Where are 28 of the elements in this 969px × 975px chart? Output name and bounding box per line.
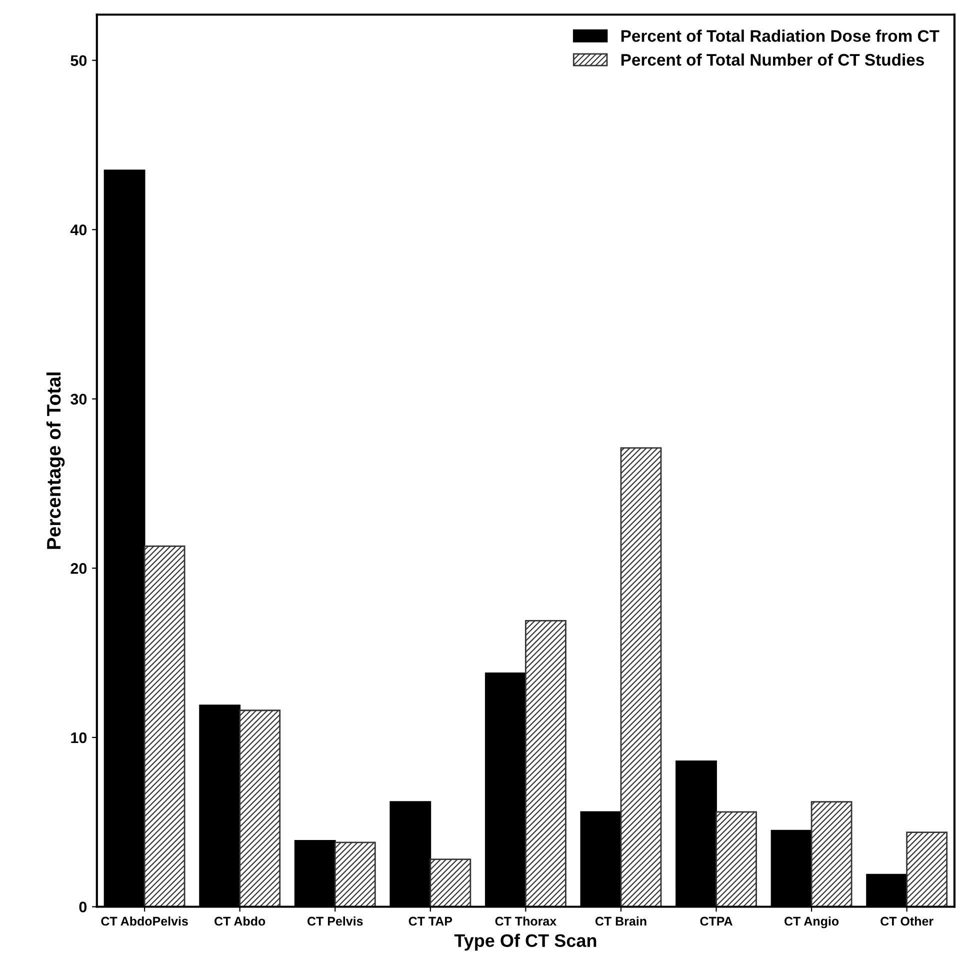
y-tick-label: 40 (70, 224, 87, 236)
y-axis-title: Percentage of Total (46, 372, 65, 549)
y-tick-label: 20 (70, 563, 87, 574)
x-tick-label: CTPA (700, 916, 732, 926)
bar (524, 620, 566, 907)
x-tick-label: CT Pelvis (307, 916, 363, 926)
y-tick-label: 10 (71, 732, 87, 744)
x-tick-label: CT Angio (784, 916, 839, 928)
x-tick-label: CT TAP (408, 916, 452, 926)
bar (906, 832, 948, 907)
legend-label: Percent of Total Radiation Dose from CT (621, 30, 940, 42)
y-tick-label: 50 (70, 55, 87, 66)
y-tick-label: 0 (79, 902, 87, 912)
x-tick-label: CT Other (880, 916, 934, 926)
x-tick-label: CT Thorax (495, 916, 556, 926)
bar (716, 811, 757, 907)
x-axis-title: Type Of CT Scan (454, 934, 596, 951)
x-tick-label: CT Brain (595, 916, 646, 926)
bar (810, 801, 852, 907)
bar (144, 545, 186, 907)
bar (239, 710, 281, 907)
x-tick-label: CT AbdoPelvis (101, 916, 188, 926)
bar (334, 842, 376, 907)
y-tick-label: 30 (70, 394, 87, 405)
bar (620, 447, 662, 907)
legend-label: Percent of Total Number of CT Studies (621, 53, 924, 66)
bar (430, 858, 472, 907)
x-tick-label: CT Abdo (214, 916, 266, 926)
